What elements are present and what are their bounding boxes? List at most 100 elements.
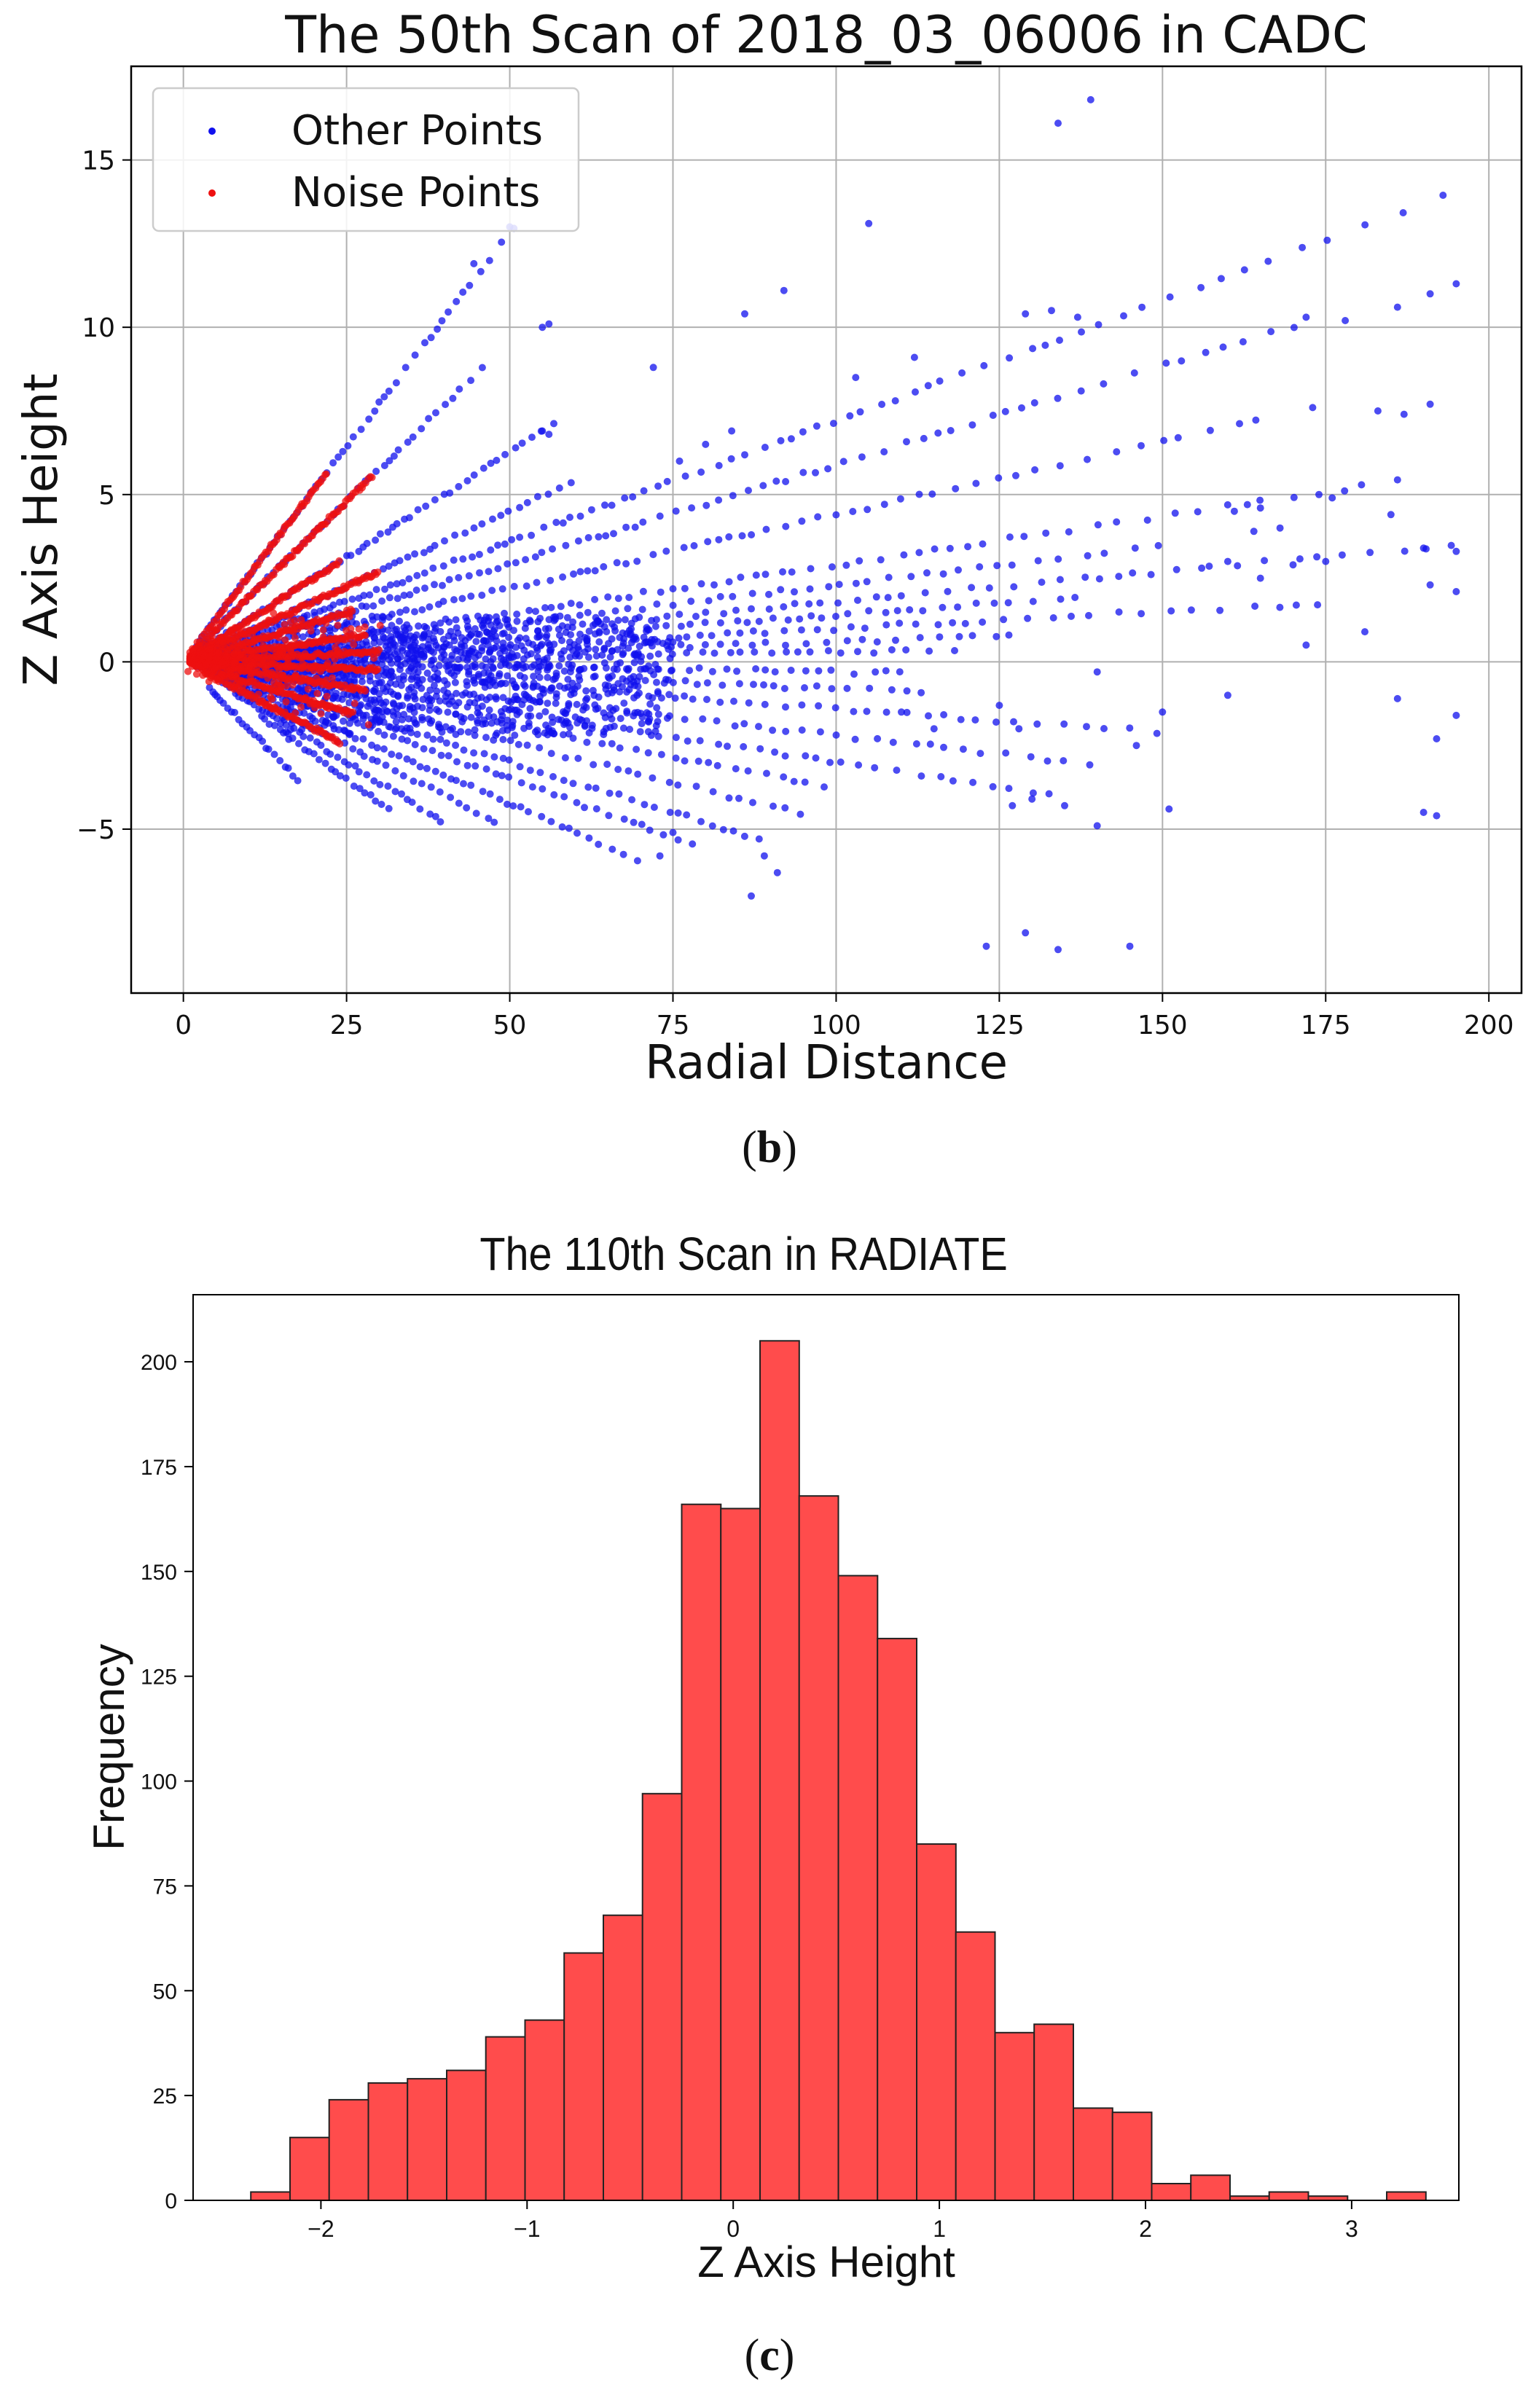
other-point xyxy=(520,655,528,663)
other-point xyxy=(896,495,904,503)
other-point xyxy=(1256,496,1264,504)
other-point xyxy=(467,592,475,600)
other-point xyxy=(600,659,608,667)
other-point xyxy=(1452,711,1460,719)
other-point xyxy=(493,619,501,627)
other-point xyxy=(451,678,459,686)
other-point xyxy=(1006,354,1014,362)
other-point xyxy=(952,485,960,493)
other-point xyxy=(517,803,525,811)
other-point xyxy=(652,616,660,624)
other-point xyxy=(442,697,450,705)
other-point xyxy=(410,777,418,785)
other-point xyxy=(654,718,662,726)
other-point xyxy=(486,790,494,798)
other-point xyxy=(430,681,438,689)
other-point xyxy=(624,644,633,652)
other-point xyxy=(585,834,593,842)
other-point xyxy=(520,674,528,682)
other-point xyxy=(265,745,273,753)
noise-point xyxy=(279,671,287,679)
other-point xyxy=(356,785,364,793)
other-point xyxy=(598,651,606,659)
other-point xyxy=(741,310,748,318)
other-point xyxy=(498,679,506,687)
other-point xyxy=(346,719,353,727)
other-point xyxy=(681,715,689,723)
other-point xyxy=(1230,507,1238,515)
other-point xyxy=(516,763,524,771)
other-point xyxy=(393,580,401,588)
other-point xyxy=(471,726,479,734)
other-point xyxy=(423,732,431,739)
other-point xyxy=(587,506,595,514)
noise-point xyxy=(345,613,353,621)
other-point xyxy=(459,289,467,296)
other-point xyxy=(389,643,397,651)
histogram-ticks: −2 −1 0 1 2 3 0 25 50 75 100 125 150 175 200 xyxy=(141,1351,1358,2242)
other-point xyxy=(541,604,549,612)
other-point xyxy=(782,522,790,530)
other-point xyxy=(646,826,654,834)
other-point xyxy=(566,514,573,521)
other-point xyxy=(654,710,662,718)
other-point xyxy=(511,732,519,740)
other-point xyxy=(558,823,566,831)
other-point xyxy=(944,587,952,595)
other-point xyxy=(426,686,434,694)
other-point xyxy=(595,840,603,848)
other-point xyxy=(404,438,412,446)
other-point xyxy=(363,539,371,547)
other-point xyxy=(546,662,554,670)
scatter-xtick-label: 125 xyxy=(974,1011,1025,1040)
other-point xyxy=(532,608,539,616)
other-point xyxy=(989,412,997,419)
other-point xyxy=(501,540,509,548)
other-point xyxy=(440,686,448,694)
other-point xyxy=(1113,448,1121,456)
other-point xyxy=(573,700,581,708)
other-point xyxy=(474,694,482,702)
other-point xyxy=(393,655,402,663)
other-point xyxy=(1205,562,1213,570)
other-point xyxy=(536,673,544,681)
other-point xyxy=(371,634,379,642)
other-point xyxy=(748,589,756,597)
other-point xyxy=(380,635,388,642)
panel-label-c: (c) xyxy=(744,2331,795,2380)
other-point xyxy=(460,746,468,754)
other-point xyxy=(499,639,507,647)
other-point xyxy=(478,520,486,528)
other-point xyxy=(806,585,814,593)
other-point xyxy=(558,637,565,645)
other-point xyxy=(619,649,627,657)
other-point xyxy=(880,501,888,509)
other-point xyxy=(854,648,861,656)
other-point xyxy=(504,560,512,568)
other-point xyxy=(501,705,509,713)
other-point xyxy=(482,765,490,773)
noise-point xyxy=(370,654,378,662)
other-point xyxy=(681,677,689,685)
other-point xyxy=(686,620,694,628)
other-point xyxy=(638,713,646,721)
other-point xyxy=(855,761,863,769)
noise-point xyxy=(184,667,192,675)
histogram-xtick-label: 2 xyxy=(1139,2216,1152,2242)
other-point xyxy=(259,737,267,745)
other-point xyxy=(639,587,647,595)
other-point xyxy=(756,745,764,753)
other-point xyxy=(458,691,466,699)
other-point xyxy=(465,572,473,580)
other-point xyxy=(583,717,591,725)
other-point xyxy=(749,799,756,807)
noise-point xyxy=(211,664,219,672)
other-point xyxy=(372,699,380,707)
scatter-xtick-label: 0 xyxy=(175,1011,192,1040)
other-point xyxy=(380,731,388,739)
other-point xyxy=(903,687,911,695)
noise-point xyxy=(237,629,245,637)
other-point xyxy=(427,783,435,791)
other-point xyxy=(1250,528,1258,536)
other-point xyxy=(1342,317,1350,324)
